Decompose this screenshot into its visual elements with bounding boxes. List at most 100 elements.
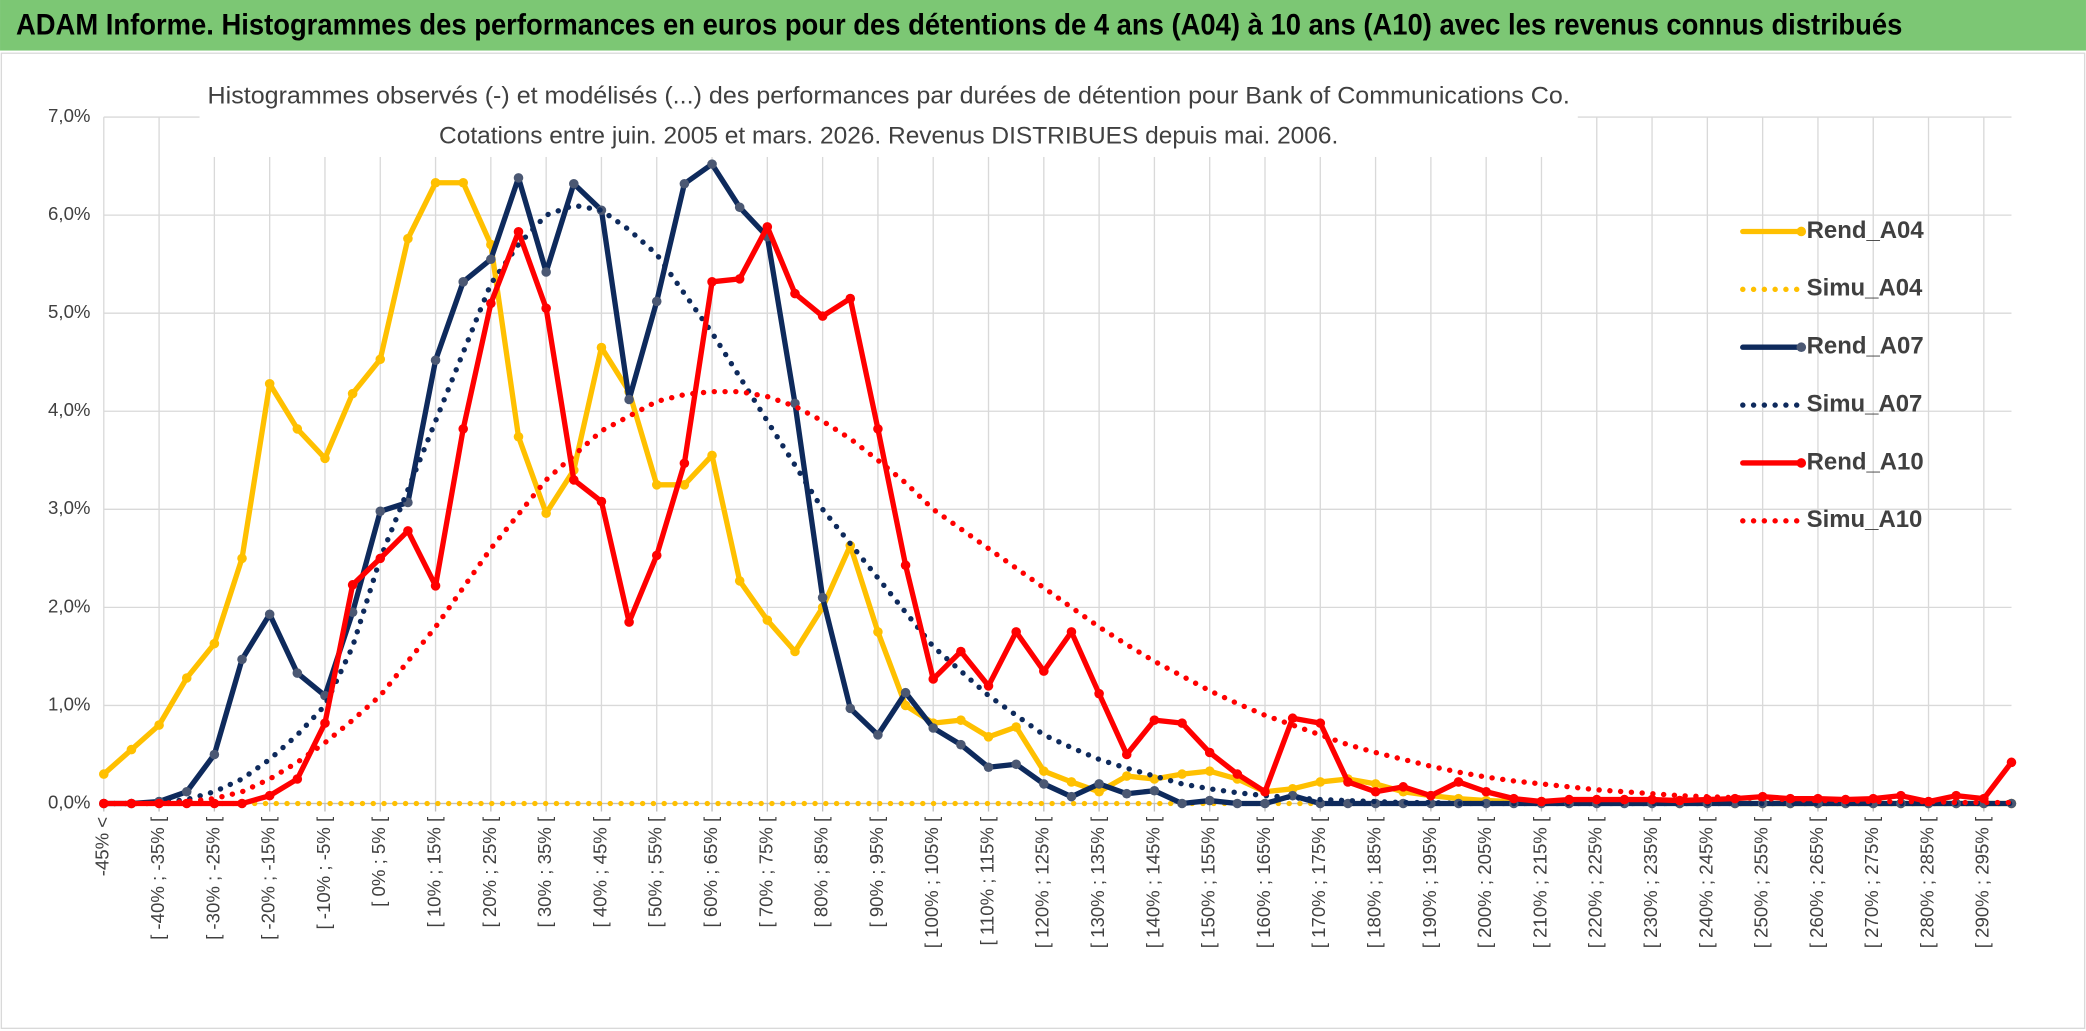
marker [956,739,966,750]
marker [513,173,524,183]
marker [596,342,607,353]
y-tick-label: 6,0% [48,203,90,224]
x-tick-label: [ 280% ; 285% [ [1916,816,1937,948]
marker [264,790,275,801]
marker [928,723,939,733]
x-tick-label: [ 200% ; 205% [ [1474,816,1495,948]
y-tick-label: 5,0% [48,301,90,322]
marker [569,475,579,485]
marker [292,774,303,784]
marker [1204,766,1215,776]
marker [1177,798,1187,809]
x-tick-label: [ 80% ; 85% [ [811,816,832,928]
marker [734,576,745,586]
marker [1315,718,1326,728]
marker [126,744,137,755]
x-tick-label: [ 220% ; 225% [ [1585,816,1606,948]
marker [1011,627,1021,637]
x-tick-label: [ 150% ; 155% [ [1198,816,1219,948]
marker [292,668,303,678]
marker [1260,798,1270,809]
marker [209,638,220,649]
marker [956,715,966,725]
marker [347,388,358,399]
x-tick-label: [ -20% ; -15% [ [258,816,279,940]
marker [983,762,994,773]
marker [762,615,773,625]
marker [1619,794,1630,805]
marker [624,394,634,405]
marker [1177,718,1187,728]
marker [790,288,800,299]
marker [237,654,247,665]
x-tick-label: [ 260% ; 265% [ [1806,816,1827,948]
marker [181,786,192,797]
marker [181,673,192,683]
marker [1204,795,1215,806]
line [101,224,2015,807]
marker [320,718,330,728]
marker [1039,666,1049,676]
x-tick-label: [ 160% ; 165% [ [1253,816,1274,948]
marker [679,458,690,469]
marker [237,798,247,809]
x-tick-label: [ 250% ; 255% [ [1751,816,1772,948]
dotted-line [101,388,2015,807]
marker [1066,777,1077,787]
marker [1066,627,1077,637]
header-title: ADAM Informe. Histogrammes des performan… [16,9,1902,41]
marker [126,798,137,809]
chart-frame [0,52,2086,1030]
marker [347,580,358,590]
y-tick-label: 2,0% [48,595,90,616]
x-tick-label: [ 110% ; 115% [ [976,816,997,945]
marker [817,592,828,603]
marker [1509,793,1519,804]
marker [375,553,386,564]
x-tick-label: [ 240% ; 245% [ [1695,816,1716,948]
x-tick-label: [ 290% ; 295% [ [1972,816,1993,948]
y-tick-label: 4,0% [48,399,90,420]
y-tick-label: 7,0% [48,105,90,126]
marker [624,617,634,627]
marker [983,681,994,691]
marker [956,646,966,657]
marker [458,177,468,188]
x-tick-label: [ 210% ; 215% [ [1529,816,1550,948]
marker [762,222,773,232]
marker [1674,795,1685,806]
marker [1923,796,1934,807]
legend-label: Rend_A04 [1807,217,1925,244]
x-tick-label: [ 0% ; 5% [ [368,816,389,907]
marker [1564,794,1574,805]
marker [458,424,468,434]
marker [679,480,690,490]
marker [1896,790,1906,801]
marker [1011,759,1021,770]
marker [1398,782,1409,792]
marker [873,424,883,434]
x-tick-label: [ -30% ; -25% [ [202,816,223,940]
y-tick-label: 0,0% [48,791,90,812]
x-tick-label: [ 30% ; 35% [ [534,816,555,928]
marker [99,769,109,779]
y-tick-label: 1,0% [48,693,90,714]
marker [1287,713,1298,723]
marker [541,267,551,277]
marker [486,298,496,309]
x-tick-label: [ 170% ; 175% [ [1308,816,1329,948]
marker [845,703,856,714]
marker [651,296,662,307]
marker [873,627,883,637]
title-backdrop [199,77,1578,157]
marker [1343,777,1353,787]
marker [375,506,386,517]
x-tick-label: [ 180% ; 185% [ [1364,816,1385,948]
marker [1951,790,1961,801]
legend-label: Rend_A07 [1807,333,1924,360]
marker [1039,779,1049,789]
chart-title: Histogrammes observés (-) et modélisés (… [208,82,1570,109]
marker [900,560,911,571]
marker [513,431,524,442]
